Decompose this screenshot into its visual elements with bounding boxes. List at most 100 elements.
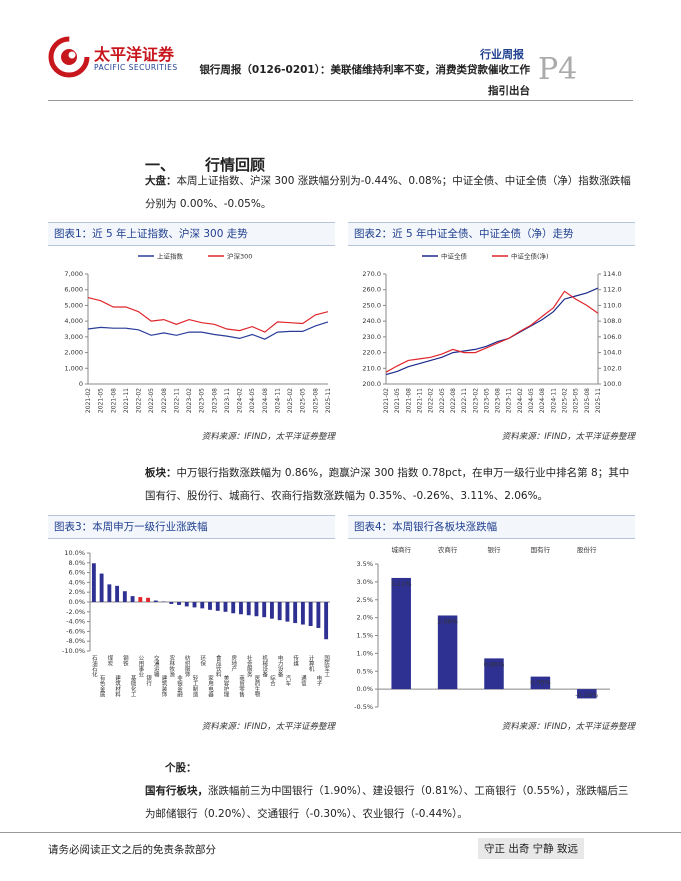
x-tick-label: 2024-11: [274, 388, 281, 413]
legend-label: 中证全债(净): [511, 252, 549, 261]
y2-tick-label: 104.0: [603, 349, 622, 357]
bar: [254, 602, 259, 617]
bar: [285, 602, 290, 622]
x-tick-label: 有色金属: [99, 674, 106, 699]
footer-rule: [0, 832, 681, 833]
data-label: -0.26%: [575, 691, 598, 699]
bar: [184, 602, 189, 607]
y-tick-label: 0: [79, 380, 83, 388]
x-tick-label: 2022-05: [148, 388, 155, 413]
bar: [231, 602, 236, 614]
y-tick-label: 1.5%: [356, 632, 373, 640]
figure: 图表2：近 5 年中证全债、中证全债（净）走势 200.0 210.0 220.0 2…: [348, 222, 635, 442]
y-tick-label: 4.0%: [68, 578, 85, 586]
y-tick-label: 1.0%: [356, 649, 373, 657]
bar: [239, 602, 243, 615]
paragraph: 国有行板块，涨跌幅前三为中国银行（1.90%）、建设银行（0.81%）、工商银行…: [145, 780, 633, 826]
bar: [215, 602, 220, 611]
y-tick-label: -6.0%: [66, 627, 85, 635]
bar: [122, 591, 127, 602]
data-label: 2.06%: [437, 617, 458, 625]
paragraph: 板块：中万银行指数涨跌幅为 0.86%，跑赢沪深 300 指数 0.78pct，…: [145, 462, 633, 508]
x-tick-label: 2021-05: [394, 388, 401, 413]
bar: [192, 602, 197, 608]
bar: [577, 689, 597, 699]
x-tick-label: 交通运输: [153, 654, 160, 679]
bar: [437, 615, 458, 690]
chart: 200.0 210.0 220.0 230.0 240.0 250.0 260.0 270.0…: [362, 252, 622, 414]
bar: [308, 602, 313, 627]
x-tick-label: 机械设备: [261, 654, 268, 679]
bar: [293, 602, 298, 624]
legend-label: 中证全债: [441, 252, 468, 261]
y-tick-label: -10.0%: [62, 647, 85, 655]
x-tick-label: 非银金融: [176, 674, 183, 699]
x-tick-label: 2023-05: [483, 388, 490, 413]
y2-tick-label: 108.0: [603, 317, 622, 325]
y-tick-label: 260.0: [362, 286, 381, 294]
x-tick-label: 电力设备: [277, 654, 284, 679]
paragraph-label: 板块：: [145, 467, 177, 479]
legend-label: 沪深300: [227, 252, 252, 261]
y-tick-label: 4,000: [64, 317, 83, 325]
x-tick-label: 2021-02: [383, 388, 390, 413]
x-tick-label: 2021-08: [110, 388, 117, 413]
figure-caption: 图表1：近 5 年上证指数、沪深 300 走势: [48, 222, 335, 246]
y-tick-label: 200.0: [362, 380, 381, 388]
legend-label: 上证指数: [157, 252, 184, 261]
x-tick-label: 2025-05: [573, 388, 580, 413]
bar: [146, 597, 150, 602]
x-tick-label: 城商行: [391, 545, 411, 554]
bar: [115, 585, 120, 602]
report-title: 银行周报（0126-0201）：美联储维持利率不变，消费类贷款催收工作指引出台: [199, 64, 530, 97]
bar: [530, 676, 551, 690]
x-tick-label: 商贸零售: [238, 674, 245, 699]
y-tick-label: 210.0: [362, 364, 381, 372]
company-name: 太平洋证券: [94, 45, 175, 64]
y-tick-label: 2.0%: [68, 588, 85, 596]
y-tick-label: 0.0%: [68, 598, 85, 606]
x-tick-label: 2024-02: [237, 388, 244, 413]
bar: [277, 602, 282, 621]
x-tick-label: 纺织服饰: [184, 654, 191, 679]
y-tick-label: 270.0: [362, 270, 381, 278]
line-series: [87, 297, 329, 333]
line-series: [385, 290, 599, 373]
y-tick-label: -8.0%: [66, 637, 85, 645]
figure-source: 资料来源：IFIND，太平洋证券整理: [501, 722, 635, 732]
figure: 图表4：本周银行各板块涨跌幅 -0.5% 0.0% 0.5% 1.0% 1.5% 2.0%…: [348, 515, 635, 732]
x-tick-label: 2024-11: [550, 388, 557, 413]
x-tick-label: 2025-05: [300, 388, 307, 413]
bar: [324, 602, 329, 640]
bar: [246, 602, 251, 616]
data-label: 3.11%: [391, 580, 412, 588]
y-tick-label: 5,000: [64, 301, 83, 309]
x-tick-label: 基础化工: [130, 674, 137, 698]
x-tick-label: 2021-11: [123, 388, 130, 413]
x-tick-label: 医药生物: [253, 675, 260, 699]
x-tick-label: 2024-08: [539, 388, 546, 413]
x-tick-label: 石油石化: [91, 655, 98, 679]
chart: 0 1,000 2,000 3,000 4,000 5,000 6,000 7,000 2021…: [64, 252, 332, 414]
y-tick-label: 0.5%: [356, 667, 373, 675]
x-tick-label: 2022-02: [136, 388, 143, 413]
x-tick-label: 2025-11: [325, 388, 332, 413]
x-tick-label: 汽车: [284, 674, 291, 688]
bar: [130, 596, 135, 602]
x-tick-label: 2022-08: [161, 388, 168, 413]
y-tick-label: -0.5%: [354, 703, 373, 711]
x-tick-label: 电子: [315, 674, 322, 687]
paragraph-text: 中万银行指数涨跌幅为 0.86%，跑赢沪深 300 指数 0.78pct，在申万…: [145, 467, 630, 502]
chart: -10.0% -8.0% -6.0%-4.0% -2.0% 0.0% 2.0% 4.0%6.…: [62, 549, 330, 699]
y2-tick-label: 114.0: [603, 270, 622, 278]
x-tick-label: 2024-05: [249, 388, 256, 413]
x-tick-label: 煤炭: [106, 654, 113, 668]
bar: [91, 563, 96, 602]
paragraph: 大盘：本周上证指数、沪深 300 涨跌幅分别为-0.44%、0.08%；中证全债…: [145, 170, 633, 216]
section-heading: 行情回顾: [205, 156, 266, 174]
x-tick-label: 国防军工: [323, 655, 330, 678]
y-tick-label: 2,000: [64, 349, 83, 357]
data-label: 0.86%: [484, 660, 505, 668]
x-tick-label: 钢铁: [122, 654, 129, 668]
